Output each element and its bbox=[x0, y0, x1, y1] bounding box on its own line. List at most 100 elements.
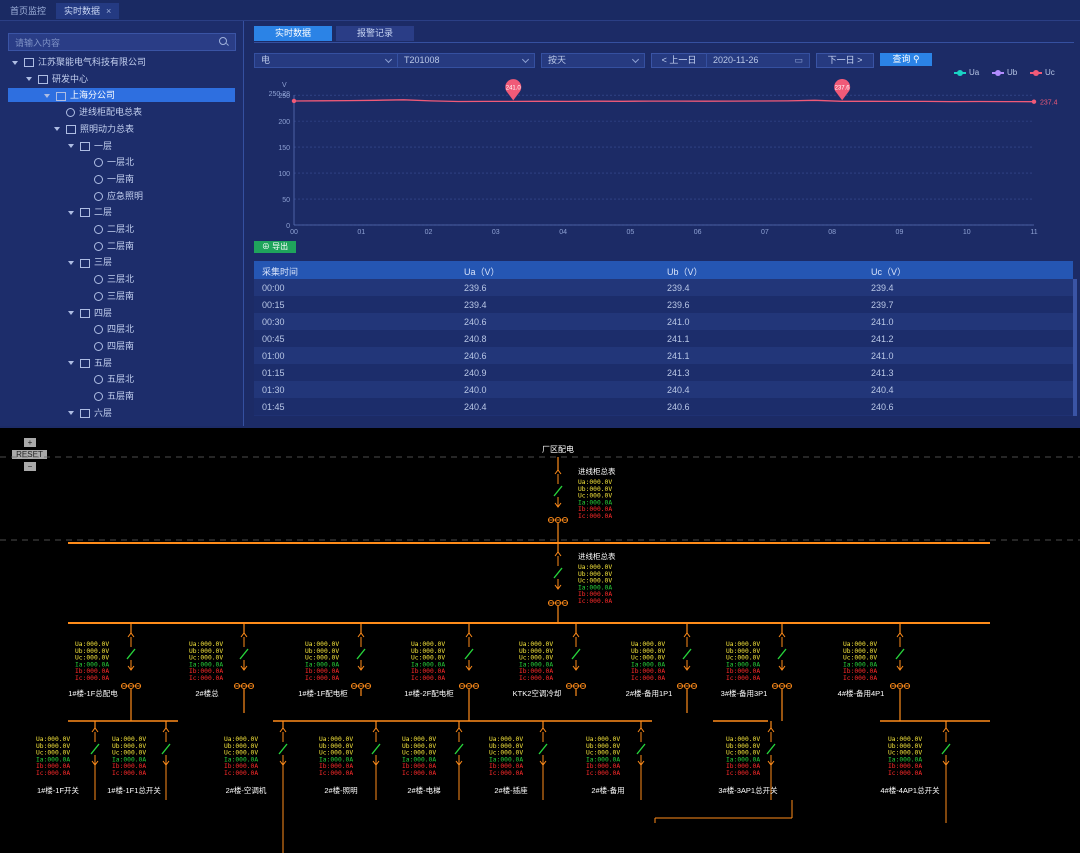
max-min-marker-pin[interactable] bbox=[834, 79, 851, 101]
table-cell: 240.4 bbox=[667, 385, 690, 395]
meter-reading: Ib:000.0A bbox=[224, 763, 258, 770]
date-picker[interactable]: 2020-11-26 ▭ bbox=[706, 53, 810, 68]
expand-arrow-icon[interactable] bbox=[68, 311, 74, 316]
expand-arrow-icon[interactable] bbox=[68, 144, 74, 149]
breaker-switch[interactable] bbox=[766, 727, 776, 766]
current-transformer-icon bbox=[120, 682, 142, 690]
tree-node[interactable]: 江苏聚能电气科技有限公司 bbox=[12, 55, 146, 69]
breaker-switch[interactable] bbox=[538, 727, 548, 766]
legend-ub-icon bbox=[992, 69, 1004, 76]
table-scrollbar[interactable] bbox=[1073, 279, 1077, 416]
tree-node[interactable]: 研发中心 bbox=[26, 72, 88, 86]
breaker-switch[interactable] bbox=[895, 632, 905, 671]
legend-ub[interactable]: Ub bbox=[992, 68, 1017, 77]
breaker-switch[interactable] bbox=[553, 469, 563, 508]
breaker-switch[interactable] bbox=[239, 632, 249, 671]
expand-arrow-icon[interactable] bbox=[44, 94, 50, 99]
tab-home[interactable]: 首页监控 bbox=[2, 3, 54, 19]
tab-realtime-data[interactable]: 实时数据 bbox=[254, 26, 332, 41]
export-icon: ⊕ bbox=[261, 242, 270, 251]
tree-node[interactable]: 四层北 bbox=[82, 322, 134, 336]
expand-arrow-icon[interactable] bbox=[26, 77, 32, 82]
device-select[interactable]: T201008 bbox=[397, 53, 535, 68]
tree-node-label: 二层 bbox=[94, 207, 113, 218]
tree-node[interactable]: 六层 bbox=[68, 406, 112, 420]
tree-node[interactable]: 二层南 bbox=[82, 239, 134, 253]
legend-ua[interactable]: Ua bbox=[954, 68, 979, 77]
breaker-top-icon bbox=[767, 727, 775, 733]
breaker-switch[interactable] bbox=[454, 727, 464, 766]
close-icon[interactable]: × bbox=[106, 6, 112, 16]
tree-node[interactable]: 四层南 bbox=[82, 339, 134, 353]
legend-uc[interactable]: Uc bbox=[1030, 68, 1055, 77]
tree-node[interactable]: 四层 bbox=[68, 306, 112, 320]
expand-arrow-icon[interactable] bbox=[68, 361, 74, 366]
table-row[interactable]: 01:30 240.0 240.4 240.4 bbox=[254, 381, 1073, 398]
device-select-value: T201008 bbox=[404, 55, 440, 65]
breaker-switch[interactable] bbox=[636, 727, 646, 766]
current-transformer-icon bbox=[547, 599, 569, 607]
breaker-switch[interactable] bbox=[161, 727, 171, 766]
breaker-switch[interactable] bbox=[941, 727, 951, 766]
switch-blade-icon bbox=[636, 743, 646, 755]
table-row[interactable]: 00:45 240.8 241.1 241.2 bbox=[254, 330, 1073, 347]
tree-node[interactable]: 五层 bbox=[68, 356, 112, 370]
reset-button[interactable]: RESET bbox=[12, 450, 47, 459]
breaker-switch[interactable] bbox=[571, 632, 581, 671]
prev-day-button[interactable]: < 上一日 bbox=[651, 53, 707, 68]
switch-blade-icon bbox=[538, 743, 548, 755]
tree-node-label: 三层南 bbox=[107, 290, 135, 301]
expand-arrow-icon[interactable] bbox=[12, 60, 18, 65]
tree-node[interactable]: 二层北 bbox=[82, 222, 134, 236]
tree-node[interactable]: 一层南 bbox=[82, 172, 134, 186]
tab-realtime[interactable]: 实时数据 × bbox=[56, 3, 120, 19]
search-icon[interactable] bbox=[219, 37, 227, 45]
type-select[interactable]: 电 bbox=[254, 53, 398, 68]
breaker-switch[interactable] bbox=[356, 632, 366, 671]
table-row[interactable]: 00:15 239.4 239.6 239.7 bbox=[254, 296, 1073, 313]
table-row[interactable]: 00:00 239.6 239.4 239.4 bbox=[254, 279, 1073, 296]
next-day-button[interactable]: 下一日 > bbox=[816, 53, 874, 68]
tree-node[interactable]: 照明动力总表 bbox=[54, 122, 134, 136]
tree-node[interactable]: 五层南 bbox=[82, 389, 134, 403]
breaker-switch[interactable] bbox=[464, 632, 474, 671]
table-row[interactable]: 01:15 240.9 241.3 241.3 bbox=[254, 364, 1073, 381]
expand-arrow-icon[interactable] bbox=[68, 411, 74, 416]
building-icon bbox=[80, 141, 90, 151]
breaker-switch[interactable] bbox=[553, 551, 563, 590]
breaker-switch[interactable] bbox=[777, 632, 787, 671]
tree-node[interactable]: 二层 bbox=[68, 205, 112, 219]
zoom-out-button[interactable]: − bbox=[24, 462, 36, 471]
expand-arrow-icon[interactable] bbox=[68, 261, 74, 266]
feeder-label: 2#楼-照明 bbox=[324, 785, 357, 795]
feeder-label: 1#楼-2F配电柜 bbox=[404, 688, 454, 698]
tree-node[interactable]: 进线柜配电总表 bbox=[54, 105, 142, 119]
tree-node[interactable]: 一层北 bbox=[82, 155, 134, 169]
tree-node[interactable]: 三层北 bbox=[82, 272, 134, 286]
expand-arrow-icon[interactable] bbox=[54, 127, 60, 132]
tree-node[interactable]: 应急照明 bbox=[82, 189, 143, 203]
breaker-switch[interactable] bbox=[278, 727, 288, 766]
table-row[interactable]: 01:45 240.4 240.6 240.6 bbox=[254, 398, 1073, 415]
expand-arrow-icon[interactable] bbox=[68, 210, 74, 215]
query-button[interactable]: 查询 ⚲ bbox=[880, 53, 932, 66]
table-row[interactable]: 00:30 240.6 241.0 241.0 bbox=[254, 313, 1073, 330]
max-min-marker-pin[interactable] bbox=[505, 79, 522, 101]
period-select[interactable]: 按天 bbox=[541, 53, 645, 68]
tree-node[interactable]: 三层 bbox=[68, 255, 112, 269]
export-button[interactable]: ⊕ 导出 bbox=[254, 241, 296, 253]
tab-alarm-records[interactable]: 报警记录 bbox=[336, 26, 414, 41]
breaker-switch[interactable] bbox=[126, 632, 136, 671]
search-input[interactable]: 请输入内容 bbox=[8, 33, 236, 51]
table-row[interactable]: 01:00 240.6 241.1 241.0 bbox=[254, 347, 1073, 364]
tree-node[interactable]: 五层北 bbox=[82, 372, 134, 386]
breaker-switch[interactable] bbox=[371, 727, 381, 766]
zoom-in-button[interactable]: + bbox=[24, 438, 36, 447]
breaker-switch[interactable] bbox=[682, 632, 692, 671]
tree-node[interactable]: 三层南 bbox=[82, 289, 134, 303]
tree-node[interactable]: 一层 bbox=[68, 139, 112, 153]
meter-icon bbox=[94, 225, 103, 235]
meter-reading: Ib:000.0A bbox=[843, 668, 877, 675]
breaker-switch[interactable] bbox=[90, 727, 100, 766]
tree-node[interactable]: 上海分公司 bbox=[8, 88, 235, 103]
